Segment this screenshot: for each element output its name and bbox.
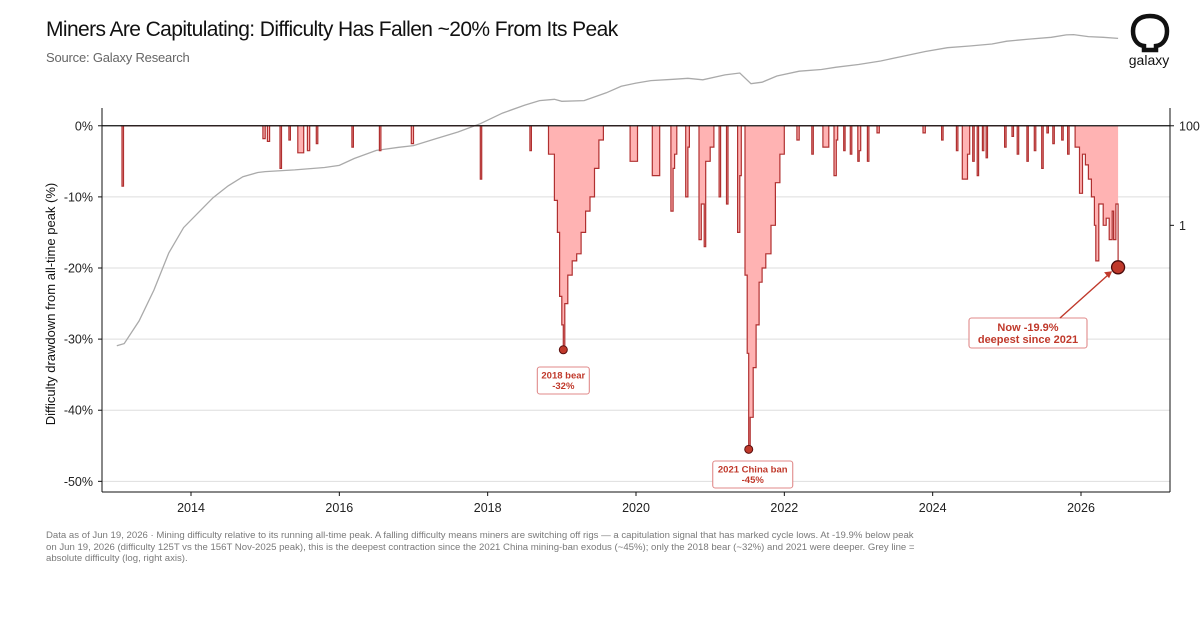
y2-tick-label: 1 [1179,219,1186,233]
y-tick-label: -50% [64,475,93,489]
x-tick-label: 2022 [770,501,798,515]
footnote: Data as of Jun 19, 2026 · Mining difficu… [46,530,915,564]
marker-2021-china-ban [744,444,754,454]
y-tick-label: -30% [64,333,93,347]
series-drawdown-area [120,125,1119,450]
annotations: 2018 bear-32% 2021 China ban-45% Now -19.9… [536,260,1126,489]
marker-2018-bear [558,345,568,355]
y-tick-label: -40% [64,404,93,418]
label-2018-bear-text: 2018 bear [541,371,585,382]
arrowhead-now [1104,271,1113,279]
series-drawdown-line [120,125,1119,450]
x-tick-label: 2020 [622,501,650,515]
label-now-text: Now -19.9% [997,322,1058,334]
x-tick-label: 2018 [474,501,502,515]
label-now-box [968,317,1088,349]
y-axis-label: Difficulty drawdown from all-time peak (… [43,183,58,426]
series-difficulty-line [116,33,1119,347]
axes: 0% -10% -20% -30% -40% -50% 2014 2016 2018 2020 20… [64,108,1200,515]
y-tick-label: 0% [75,119,93,133]
label-2021-china-ban: 2021 China ban-45% [712,460,794,489]
label-2021-china-ban-box [712,460,794,489]
logo-text: galaxy [1128,52,1170,68]
y-tick-label: -20% [64,262,93,276]
x-tick-label: 2016 [325,501,353,515]
x-tick-label: 2026 [1067,501,1095,515]
label-now: Now -19.9%deepest since 2021 [968,317,1088,349]
y2-tick-label: 100 [1179,119,1200,133]
label-2021-china-ban-text: -45% [742,475,765,486]
label-2021-china-ban-text: 2021 China ban [718,465,788,476]
label-now-text: deepest since 2021 [978,334,1078,346]
y-tick-label: -10% [64,190,93,204]
label-2018-bear-text: -32% [552,381,575,392]
label-2018-bear-box [536,366,590,395]
chart-title: Miners Are Capitulating: Difficulty Has … [46,18,618,41]
chart-subtitle: Source: Galaxy Research [46,50,190,65]
label-2018-bear: 2018 bear-32% [536,366,590,395]
arrow-now [1059,271,1112,319]
marker-now [1110,260,1126,275]
x-tick-label: 2014 [177,501,205,515]
x-tick-label: 2024 [919,501,947,515]
galaxy-logo-icon [1130,13,1170,53]
